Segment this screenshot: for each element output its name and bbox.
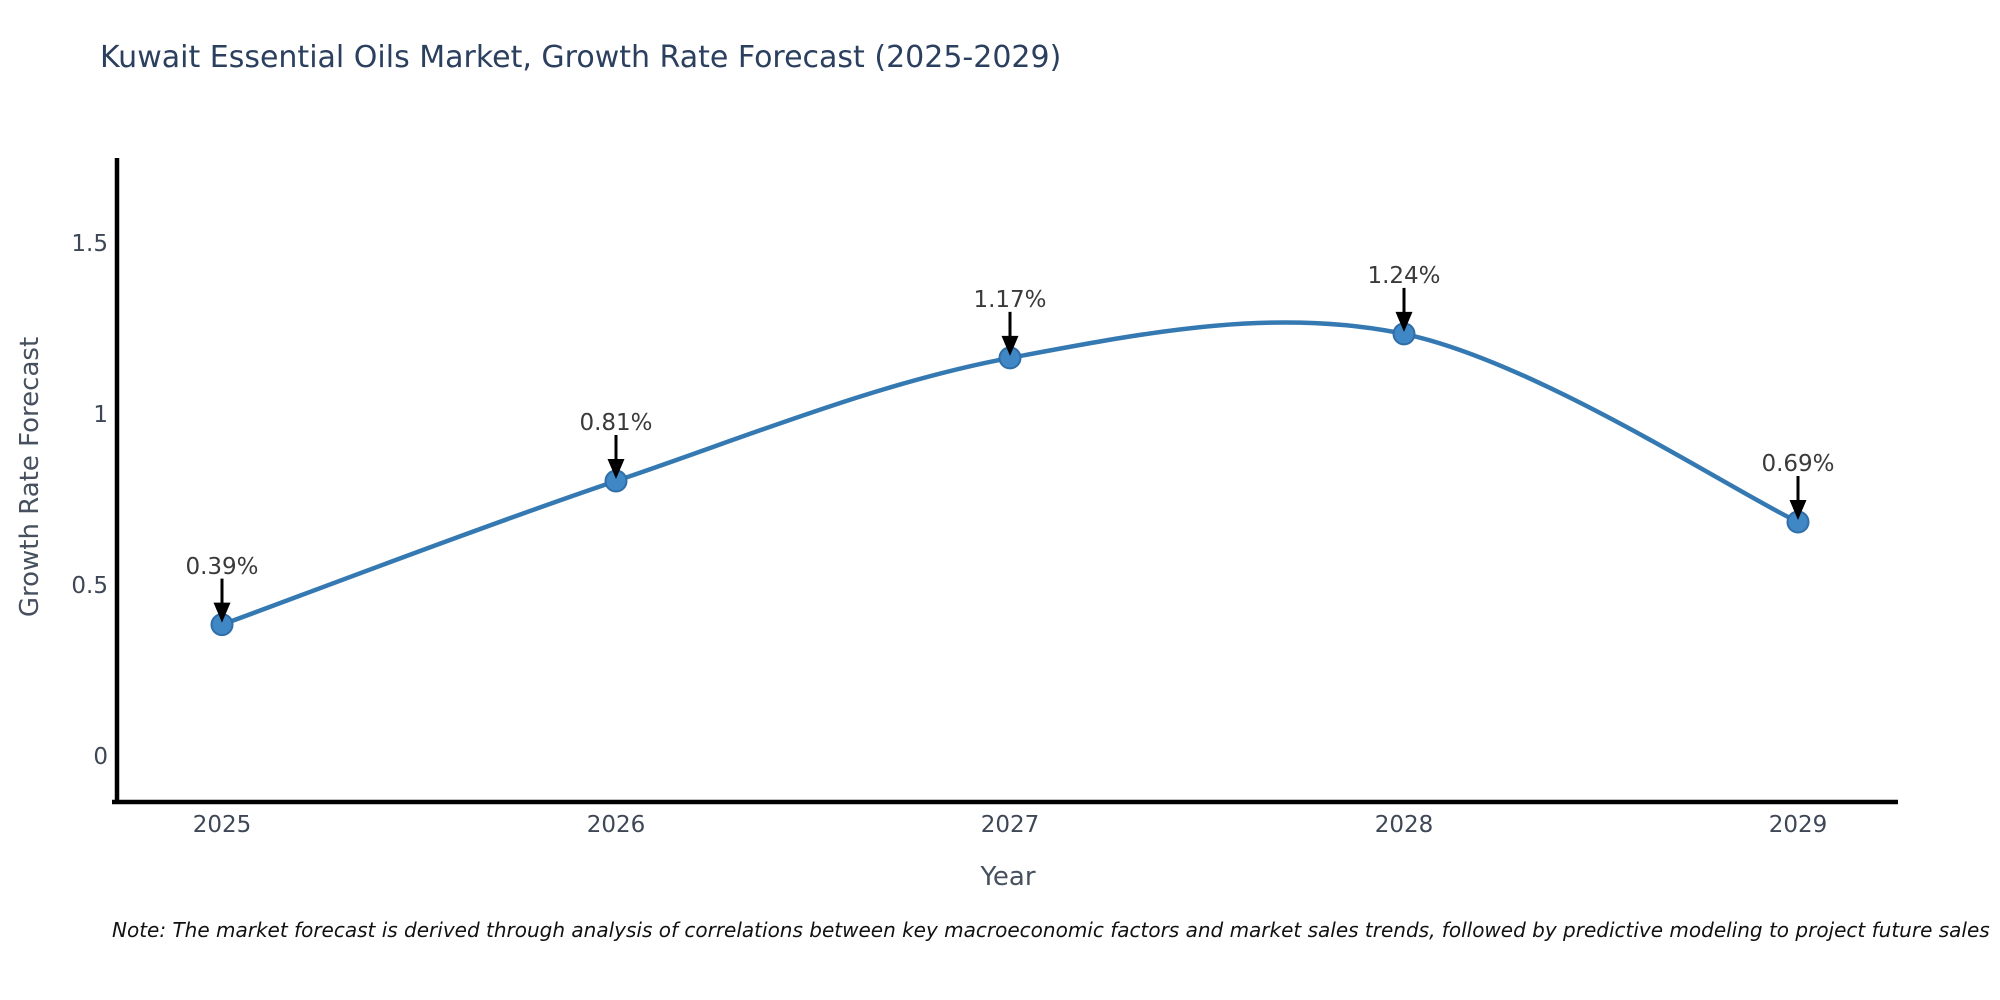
x-tick-label: 2028 bbox=[1374, 812, 1434, 838]
y-tick-label: 1.5 bbox=[71, 231, 108, 257]
annotation-arrowhead bbox=[1001, 335, 1019, 356]
annotation-arrowhead bbox=[213, 602, 231, 623]
footnote: Note: The market forecast is derived thr… bbox=[112, 918, 1990, 942]
annotation-arrowhead bbox=[1395, 311, 1413, 332]
point-value-label: 1.17% bbox=[973, 286, 1047, 313]
y-tick-label: 0.5 bbox=[71, 573, 108, 599]
x-axis-title: Year bbox=[980, 862, 1036, 892]
point-value-label: 0.81% bbox=[579, 409, 653, 436]
point-value-label: 0.39% bbox=[185, 553, 259, 580]
chart-title: Kuwait Essential Oils Market, Growth Rat… bbox=[100, 40, 1062, 75]
y-tick-label: 1 bbox=[93, 402, 108, 428]
x-tick-label: 2025 bbox=[192, 812, 252, 838]
x-tick-label: 2027 bbox=[980, 812, 1040, 838]
x-tick-label: 2029 bbox=[1768, 812, 1828, 838]
point-value-label: 0.69% bbox=[1761, 451, 1835, 478]
y-tick-label: 0 bbox=[93, 744, 108, 770]
annotation-arrowhead bbox=[607, 458, 625, 479]
annotation-arrowhead bbox=[1789, 500, 1807, 521]
x-tick-label: 2026 bbox=[586, 812, 646, 838]
point-value-label: 1.24% bbox=[1367, 262, 1441, 289]
